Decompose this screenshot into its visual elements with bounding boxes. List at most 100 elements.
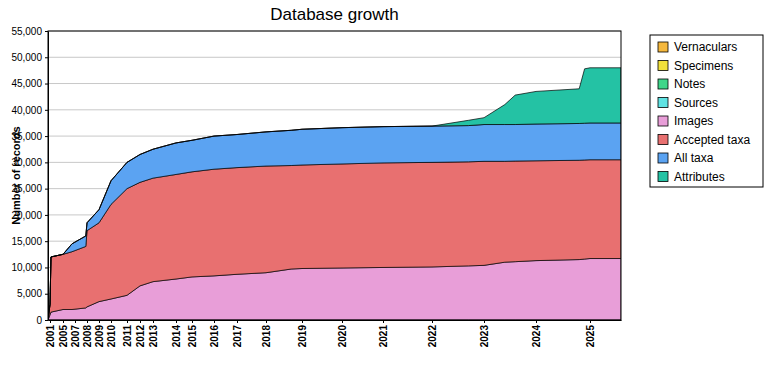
tick: 2010 bbox=[106, 320, 117, 347]
tick-label: 2021 bbox=[378, 325, 389, 348]
tick-label: 2023 bbox=[479, 325, 490, 348]
tick-mark bbox=[45, 294, 48, 295]
tick-mark bbox=[237, 320, 238, 323]
tick: 2025 bbox=[585, 320, 596, 347]
legend-swatch bbox=[658, 42, 668, 52]
tick-mark bbox=[111, 320, 112, 323]
tick-mark bbox=[536, 320, 537, 323]
tick: 40,000 bbox=[11, 105, 48, 116]
tick-label: 50,000 bbox=[11, 52, 42, 63]
tick: 0 bbox=[36, 315, 48, 326]
legend-label: Sources bbox=[674, 96, 718, 110]
tick-mark bbox=[45, 136, 48, 137]
tick-mark bbox=[45, 162, 48, 163]
tick-mark bbox=[432, 320, 433, 323]
plot-background bbox=[48, 31, 621, 320]
tick-mark bbox=[45, 189, 48, 190]
tick: 10,000 bbox=[11, 262, 48, 273]
tick: 15,000 bbox=[11, 236, 48, 247]
legend-label: Notes bbox=[674, 77, 705, 91]
tick: 2019 bbox=[297, 320, 308, 347]
tick-label: 2011 bbox=[122, 325, 133, 347]
tick-mark bbox=[45, 215, 48, 216]
tick-mark bbox=[99, 320, 100, 323]
tick: 2022 bbox=[427, 320, 438, 347]
legend-swatch bbox=[658, 135, 668, 145]
tick-mark bbox=[266, 320, 267, 323]
tick-mark bbox=[45, 57, 48, 58]
legend-swatch bbox=[658, 116, 668, 126]
tick: 2001 bbox=[45, 320, 56, 347]
legend-label: Images bbox=[674, 114, 713, 128]
tick-label: 2001 bbox=[45, 325, 56, 348]
area bbox=[48, 123, 621, 320]
grid-line bbox=[48, 57, 621, 58]
tick-mark bbox=[590, 320, 591, 323]
tick-label: 2014 bbox=[171, 325, 182, 348]
legend-swatch bbox=[658, 153, 668, 163]
tick-mark bbox=[45, 110, 48, 111]
tick-mark bbox=[214, 320, 215, 323]
tick-label: 2020 bbox=[337, 325, 348, 348]
tick-mark bbox=[45, 31, 48, 32]
tick-mark bbox=[192, 320, 193, 323]
tick-label: 2019 bbox=[297, 325, 308, 348]
tick-label: 2005 bbox=[58, 325, 69, 348]
tick-label: 2024 bbox=[531, 325, 542, 348]
legend: VernacularsSpecimensNotesSourcesImagesAc… bbox=[650, 35, 763, 187]
tick: 2023 bbox=[479, 320, 490, 347]
tick-label: 2007 bbox=[70, 325, 81, 348]
tick: 2012 bbox=[135, 320, 146, 347]
tick: 2009 bbox=[94, 320, 105, 347]
legend-swatch bbox=[658, 61, 668, 71]
tick-mark bbox=[484, 320, 485, 323]
tick-mark bbox=[63, 320, 64, 323]
tick: 2016 bbox=[209, 320, 220, 347]
plot-frame bbox=[48, 31, 621, 320]
tick: 50,000 bbox=[11, 52, 48, 63]
areas bbox=[48, 68, 621, 320]
legend-swatch bbox=[658, 79, 668, 89]
tick: 2018 bbox=[261, 320, 272, 347]
tick-mark bbox=[383, 320, 384, 323]
tick: 2008 bbox=[82, 320, 93, 347]
tick-label: 2013 bbox=[148, 325, 159, 348]
tick-mark bbox=[302, 320, 303, 323]
tick-mark bbox=[153, 320, 154, 323]
tick: 5,000 bbox=[17, 288, 48, 299]
grid-line bbox=[48, 83, 621, 84]
title: Database growth bbox=[270, 5, 399, 24]
tick-mark bbox=[140, 320, 141, 323]
area bbox=[48, 68, 621, 320]
legend-label: All taxa bbox=[674, 151, 714, 165]
tick-mark bbox=[75, 320, 76, 323]
legend-label: Attributes bbox=[674, 170, 725, 184]
tick-mark bbox=[45, 320, 48, 321]
tick-label: 2018 bbox=[261, 325, 272, 348]
tick: 2015 bbox=[187, 320, 198, 347]
tick-label: 40,000 bbox=[11, 105, 42, 116]
tick-mark bbox=[45, 241, 48, 242]
legend-label: Accepted taxa bbox=[674, 133, 750, 147]
tick-label: 2022 bbox=[427, 325, 438, 348]
tick-label: 2010 bbox=[106, 325, 117, 348]
tick-label: 2025 bbox=[585, 325, 596, 348]
tick-label: 5,000 bbox=[17, 288, 42, 299]
tick: 2005 bbox=[58, 320, 69, 347]
tick-mark bbox=[127, 320, 128, 323]
tick: 2024 bbox=[531, 320, 542, 347]
tick-label: 0 bbox=[36, 315, 42, 326]
tick-label: 2016 bbox=[209, 325, 220, 348]
tick-mark bbox=[176, 320, 177, 323]
tick: 2017 bbox=[232, 320, 243, 347]
tick-label: 15,000 bbox=[11, 236, 42, 247]
tick-mark bbox=[50, 320, 51, 323]
tick: 2020 bbox=[337, 320, 348, 347]
legend-label: Specimens bbox=[674, 59, 733, 73]
axis-line bbox=[49, 320, 622, 321]
tick: 2011 bbox=[122, 320, 133, 347]
tick: 2021 bbox=[378, 320, 389, 347]
tick-label: 2017 bbox=[232, 325, 243, 348]
chart: 05,00010,00015,00020,00025,00030,00035,0… bbox=[0, 0, 780, 380]
tick-mark bbox=[87, 320, 88, 323]
